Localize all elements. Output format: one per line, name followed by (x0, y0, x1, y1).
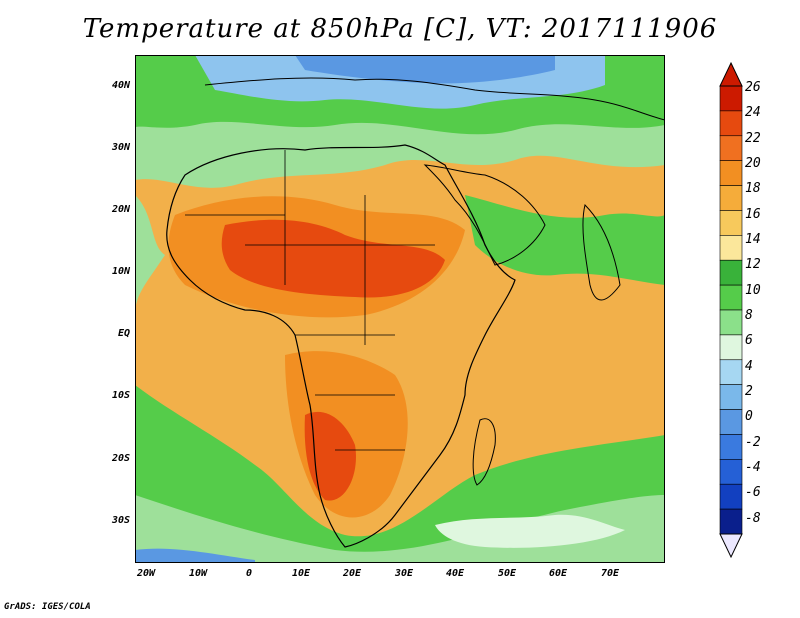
blue-region-europe (295, 55, 555, 84)
lon-label: 20E (342, 568, 362, 579)
colorbar-label: 6 (745, 333, 753, 349)
hot-region-sahel (221, 219, 445, 298)
colorbar-swatch (719, 508, 743, 535)
lat-label: EQ (117, 328, 130, 339)
colorbar-swatch (719, 483, 743, 510)
colorbar-swatch (719, 334, 743, 361)
colorbar-label: 16 (745, 206, 761, 222)
mediterranean-coastline (204, 77, 665, 121)
lat-label: 10N (111, 266, 130, 277)
colorbar-swatch (719, 384, 743, 410)
colorbar-swatch (719, 434, 743, 460)
colorbar-swatch (719, 235, 743, 261)
cool-band-west (135, 195, 165, 315)
colorbar-label: 2 (745, 384, 753, 399)
colorbar-top-arrow (719, 62, 743, 87)
colorbar-label: 0 (745, 409, 753, 425)
colorbar-label: -6 (745, 485, 761, 501)
map-frame (135, 55, 665, 563)
colorbar-swatch (719, 210, 743, 236)
colorbar-swatch (719, 459, 743, 485)
temperature-map (135, 55, 665, 563)
india-coastline (582, 204, 621, 301)
colorbar-label: -2 (745, 434, 761, 450)
arabia-coastline (423, 164, 546, 266)
lon-label: 60E (548, 568, 568, 579)
colorbar-label: 22 (745, 130, 761, 146)
lat-label: 30N (111, 142, 130, 153)
lat-label: 20S (111, 453, 130, 464)
lat-label: 20N (111, 204, 130, 215)
country-borders (185, 150, 435, 451)
africa-coastline (166, 144, 516, 548)
map-title: Temperature at 850hPa [C], VT: 201711190… (82, 14, 718, 44)
lat-label: 30S (111, 515, 130, 526)
colorbar-swatch (719, 259, 743, 286)
colorbar-swatch (719, 309, 743, 336)
colorbar-swatch (719, 110, 743, 137)
colorbar-swatch (719, 284, 743, 311)
colorbar-swatch (719, 185, 743, 211)
colorbar-label: 14 (745, 232, 761, 247)
colorbar-swatch (719, 359, 743, 385)
lon-label: 0 (245, 568, 253, 579)
colorbar-swatch (719, 135, 743, 161)
lon-label: 50E (497, 568, 517, 579)
lat-label: 40N (111, 80, 130, 91)
lon-label: 20W (136, 568, 156, 579)
colorbar-label: 18 (745, 181, 761, 197)
pale-region-south (435, 514, 625, 548)
colorbar-label: 12 (745, 257, 761, 273)
credit-text: GrADS: IGES/COLA (4, 602, 91, 612)
lon-label: 10W (188, 568, 208, 579)
lon-label: 10E (291, 568, 311, 579)
colorbar-swatch (719, 85, 743, 112)
colorbar-swatch (719, 409, 743, 435)
colorbar-label: 20 (745, 156, 761, 171)
colorbar-bottom-arrow (719, 533, 743, 558)
colorbar-label: -8 (745, 510, 761, 526)
colorbar-label: 4 (745, 358, 753, 374)
colorbar-label: 24 (745, 105, 761, 121)
madagascar-coastline (472, 418, 496, 486)
colorbar-label: 8 (745, 308, 753, 323)
lat-label: 10S (111, 390, 130, 401)
colorbar (719, 62, 743, 558)
colorbar-label: 10 (745, 282, 761, 298)
lon-label: 30E (394, 568, 414, 579)
lon-label: 70E (600, 568, 620, 579)
blue-region-south (135, 548, 255, 563)
colorbar-label: -4 (745, 460, 761, 475)
colorbar-swatch (719, 160, 743, 186)
colorbar-label: 26 (745, 80, 761, 95)
lon-label: 40E (445, 568, 465, 579)
